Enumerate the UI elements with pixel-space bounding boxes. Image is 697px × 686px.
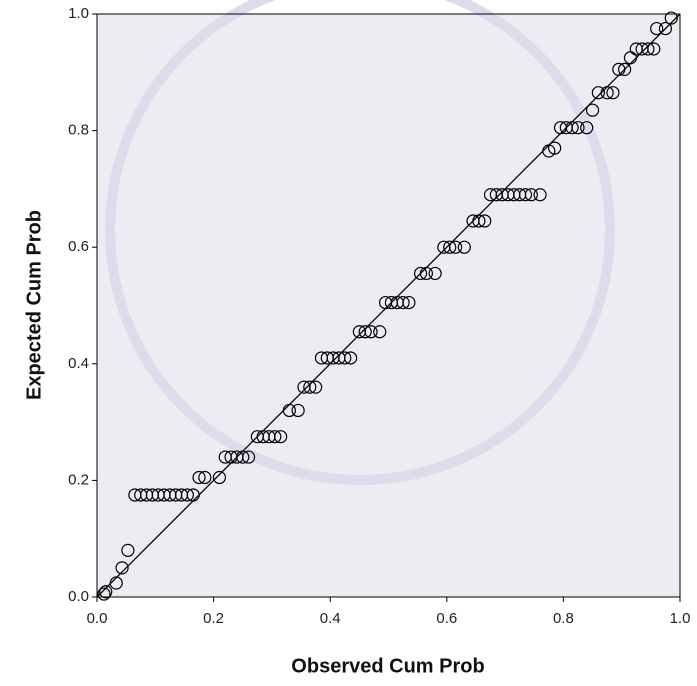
chart: Observed Cum Prob Expected Cum Prob 0.0 0… <box>0 0 697 686</box>
page: {"chart_data":{"type":"scatter","x_label… <box>0 0 697 686</box>
x-axis-title: Observed Cum Prob <box>291 655 484 677</box>
x-tick-label: 0.6 <box>436 610 457 627</box>
x-tick-label: 1.0 <box>670 610 691 627</box>
y-tick-label: 0.2 <box>68 471 89 488</box>
x-tick-label: 0.8 <box>553 610 574 627</box>
y-tick-label: 1.0 <box>68 5 89 22</box>
y-tick-label: 0.0 <box>68 588 89 605</box>
y-axis-title: Expected Cum Prob <box>23 210 45 400</box>
x-tick-label: 0.2 <box>203 610 224 627</box>
y-tick-label: 0.6 <box>68 238 89 255</box>
x-tick-label: 0.4 <box>320 610 341 627</box>
x-tick-label: 0.0 <box>87 610 108 627</box>
y-tick-label: 0.4 <box>68 355 89 372</box>
y-tick-label: 0.8 <box>68 122 89 139</box>
